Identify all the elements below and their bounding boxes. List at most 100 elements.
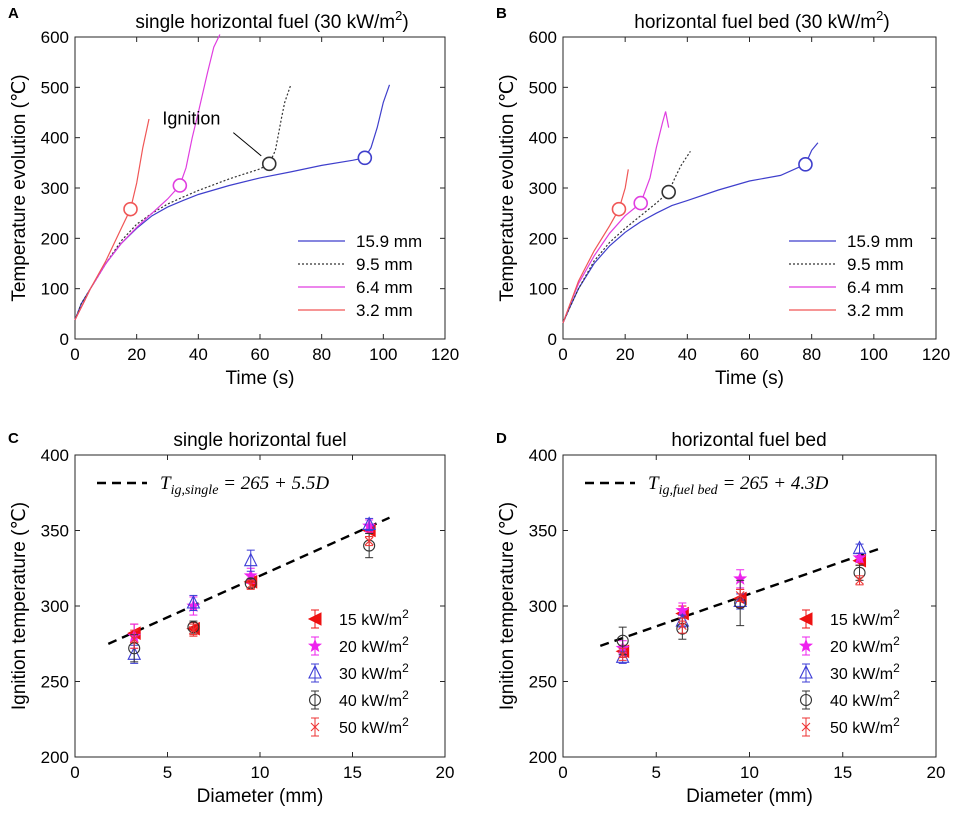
legend-label: 15.9 mm (847, 232, 913, 251)
data-point (615, 649, 630, 663)
legend-marker (310, 722, 320, 732)
legend-label: 3.2 mm (847, 301, 904, 320)
legend-label: 9.5 mm (356, 255, 413, 274)
legend-marker (307, 638, 323, 653)
legend-marker (798, 612, 813, 626)
y-tick-label: 350 (529, 522, 557, 541)
legend: 15.9 mm 9.5 mm 6.4 mm 3.2 mm (298, 232, 422, 320)
y-tick-label: 600 (41, 28, 69, 47)
legend: 15.9 mm 9.5 mm 6.4 mm 3.2 mm (789, 232, 913, 320)
axes-B: 0 20 40 60 80 100 120 0 100 200 300 400 500 600 Time (… (496, 5, 950, 389)
x-tick-label: 0 (70, 763, 79, 782)
series-line-3.2-mm (562, 169, 629, 324)
y-tick-label: 500 (41, 78, 69, 97)
marker-stroke (735, 591, 745, 600)
data-point (243, 552, 258, 567)
legend-marker (308, 664, 322, 679)
equation-rhs: = 265 + 5.5D (218, 473, 329, 494)
x-axis-label: Time (s) (715, 368, 784, 389)
legend-marker (799, 664, 813, 679)
title-superscript: 2 (876, 8, 883, 23)
legend-label: 20 kW/m2 (830, 634, 900, 656)
annotation-label: Ignition (162, 109, 220, 129)
legend-text: 40 kW/m (339, 693, 402, 710)
legend-label: 9.5 mm (847, 255, 904, 274)
x-tick-label: 60 (740, 345, 759, 364)
plot-frame (74, 454, 446, 758)
equation-subscript: ig,single (171, 483, 219, 498)
legend-text: 40 kW/m (830, 693, 893, 710)
legend-marker (801, 722, 811, 732)
ignition-point-marker (661, 184, 676, 200)
ignition-point-marker (611, 201, 627, 217)
equation-symbol: T (648, 473, 660, 494)
ignition-point-marker (123, 201, 138, 217)
y-tick-label: 250 (529, 673, 557, 692)
legend-label: 15 kW/m2 (830, 607, 900, 629)
series-line-9.5-mm (74, 84, 292, 321)
x-tick-label: 10 (251, 763, 270, 782)
legend-label: 30 kW/m2 (830, 661, 900, 683)
series-30-kw-m (615, 540, 867, 664)
legend-superscript: 2 (893, 634, 900, 648)
equation-rhs: = 265 + 4.3D (718, 473, 829, 494)
x-tick-label: 100 (860, 345, 888, 364)
x-tick-label: 60 (251, 345, 270, 364)
legend-label: 15 kW/m2 (339, 607, 409, 629)
marker-stroke (310, 722, 320, 732)
title-text: horizontal fuel bed (30 kW/m (634, 12, 876, 33)
x-tick-label: 120 (922, 345, 950, 364)
panel-label: C (8, 430, 19, 447)
y-tick-label: 600 (529, 28, 557, 47)
x-tick-label: 0 (558, 763, 567, 782)
marker-stroke (618, 649, 628, 659)
x-axis-label: Time (s) (226, 368, 295, 389)
series-40-kw-m (128, 533, 376, 663)
legend-label: 3.2 mm (356, 301, 413, 320)
plot-area-D: Tig,fuel bed = 265 + 4.3D (585, 473, 881, 664)
x-tick-label: 20 (927, 763, 946, 782)
x-tick-label: 40 (189, 345, 208, 364)
plot-area-B (562, 111, 819, 324)
y-tick-label: 200 (41, 748, 69, 767)
panel-label: B (496, 5, 507, 22)
legend-text: 15 kW/m (339, 612, 402, 629)
series-50-kw-m (618, 575, 864, 661)
plot-frame (562, 454, 937, 758)
y-tick-label: 300 (529, 597, 557, 616)
y-tick-label: 350 (41, 522, 69, 541)
x-tick-label: 120 (431, 345, 459, 364)
marker-stroke (855, 575, 864, 585)
y-tick-label: 400 (41, 446, 69, 465)
title-text: single horizontal fuel (30 kW/m (135, 12, 395, 33)
legend-label: 40 kW/m2 (830, 688, 900, 710)
chart-title: horizontal fuel bed (30 kW/m2) (634, 8, 889, 33)
chart-title: single horizontal fuel (30 kW/m2) (135, 8, 408, 33)
y-axis-label: Temperature evolution (℃) (497, 74, 518, 301)
x-tick-label: 20 (127, 345, 146, 364)
marker-stroke (801, 722, 811, 732)
legend-superscript: 2 (402, 715, 409, 729)
legend-label: 20 kW/m2 (339, 634, 409, 656)
y-tick-label: 200 (41, 229, 69, 248)
data-point (129, 634, 139, 644)
title-superscript: 2 (395, 8, 402, 23)
plot-area-C: Tig,single = 265 + 5.5D (97, 473, 390, 664)
panel-label: A (8, 5, 19, 22)
marker-stroke (189, 625, 198, 635)
y-tick-label: 0 (548, 330, 557, 349)
legend-label: 6.4 mm (356, 278, 413, 297)
series-line-15.9-mm (74, 84, 391, 321)
legend-text: 50 kW/m (339, 720, 402, 737)
y-tick-label: 250 (41, 673, 69, 692)
equation-subscript: ig,fuel bed (659, 483, 719, 498)
x-tick-label: 0 (70, 345, 79, 364)
x-tick-label: 15 (833, 763, 852, 782)
axes-C: 0 5 10 15 20 200 250 300 350 400 Diameter (mm) Igni… (8, 430, 454, 807)
x-tick-label: 100 (369, 345, 397, 364)
legend-label: 6.4 mm (847, 278, 904, 297)
x-axis-label: Diameter (mm) (197, 786, 324, 807)
series-50-kw-m (129, 536, 374, 649)
